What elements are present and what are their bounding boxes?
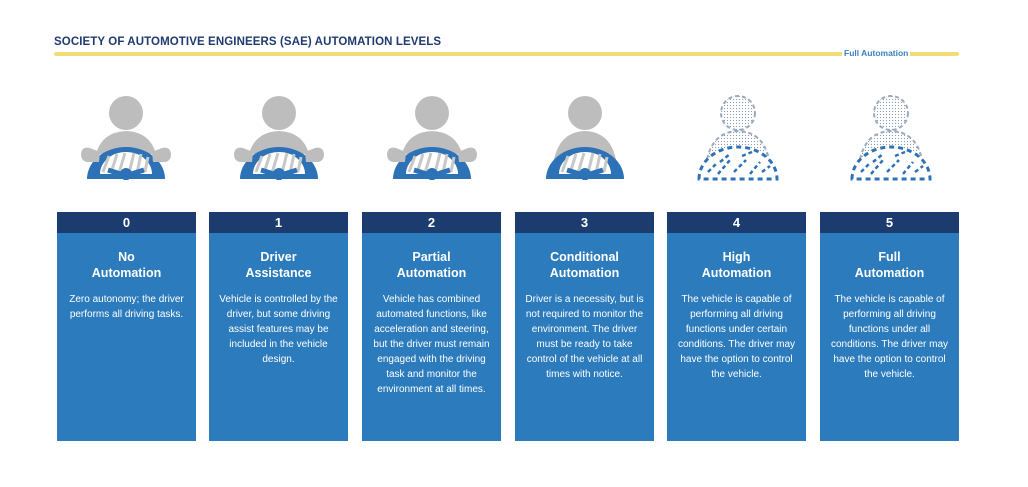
- level-name-line: Automation: [396, 266, 467, 280]
- driver-at-wheel-icon: [231, 92, 327, 184]
- level-description: The vehicle is capable of performing all…: [677, 294, 796, 380]
- level-card-0: 0 No Automation Zero autonomy; the drive…: [57, 212, 196, 441]
- level-name-line: Conditional: [550, 250, 619, 264]
- level-number: 4: [667, 212, 806, 233]
- level-card-2: 2 Partial Automation Vehicle has combine…: [362, 212, 501, 441]
- level-card-5: 5 Full Automation The vehicle is capable…: [820, 212, 959, 441]
- level-name-line: Driver: [260, 250, 297, 264]
- level-body: No Automation Zero autonomy; the driver …: [57, 233, 196, 441]
- level-description: Driver is a necessity, but is not requir…: [525, 294, 644, 380]
- level-description: Vehicle is controlled by the driver, but…: [219, 294, 338, 365]
- driver-at-wheel-icon: [78, 92, 174, 184]
- level-card-4: 4 High Automation The vehicle is capable…: [667, 212, 806, 441]
- level-body: High Automation The vehicle is capable o…: [667, 233, 806, 441]
- level-card-1: 1 Driver Assistance Vehicle is controlle…: [209, 212, 348, 441]
- automation-scale-rule: [54, 52, 959, 56]
- level-name: Conditional Automation: [523, 249, 646, 281]
- level-description: The vehicle is capable of performing all…: [830, 294, 949, 380]
- level-name: No Automation: [65, 249, 188, 281]
- level-description: Vehicle has combined automated functions…: [373, 294, 490, 395]
- level-name: Full Automation: [828, 249, 951, 281]
- level-name-line: Automation: [701, 266, 772, 280]
- level-number: 5: [820, 212, 959, 233]
- page-title: SOCIETY OF AUTOMOTIVE ENGINEERS (SAE) AU…: [54, 36, 442, 48]
- level-name: Partial Automation: [370, 249, 493, 281]
- level-body: Partial Automation Vehicle has combined …: [362, 233, 501, 441]
- level-name: High Automation: [675, 249, 798, 281]
- level-body: Full Automation The vehicle is capable o…: [820, 233, 959, 441]
- level-name-line: Automation: [549, 266, 620, 280]
- level-number: 3: [515, 212, 654, 233]
- level-name-line: Partial: [412, 250, 451, 264]
- level-name-line: Automation: [854, 266, 925, 280]
- level-body: Driver Assistance Vehicle is controlled …: [209, 233, 348, 441]
- level-name-line: No: [118, 250, 135, 264]
- level-name-line: High: [722, 250, 751, 264]
- optional-driver-icon: [690, 92, 786, 184]
- level-name-line: Assistance: [245, 266, 312, 280]
- level-number: 2: [362, 212, 501, 233]
- level-number: 0: [57, 212, 196, 233]
- level-description: Zero autonomy; the driver performs all d…: [69, 294, 184, 320]
- driver-at-wheel-icon: [384, 92, 480, 184]
- level-number: 1: [209, 212, 348, 233]
- optional-driver-icon: [843, 92, 939, 184]
- full-automation-scale-label: Full Automation: [842, 48, 911, 58]
- level-body: Conditional Automation Driver is a neces…: [515, 233, 654, 441]
- level-name-line: Full: [878, 250, 901, 264]
- level-card-3: 3 Conditional Automation Driver is a nec…: [515, 212, 654, 441]
- driver-hands-off-icon: [537, 92, 633, 184]
- level-name-line: Automation: [91, 266, 162, 280]
- level-name: Driver Assistance: [217, 249, 340, 281]
